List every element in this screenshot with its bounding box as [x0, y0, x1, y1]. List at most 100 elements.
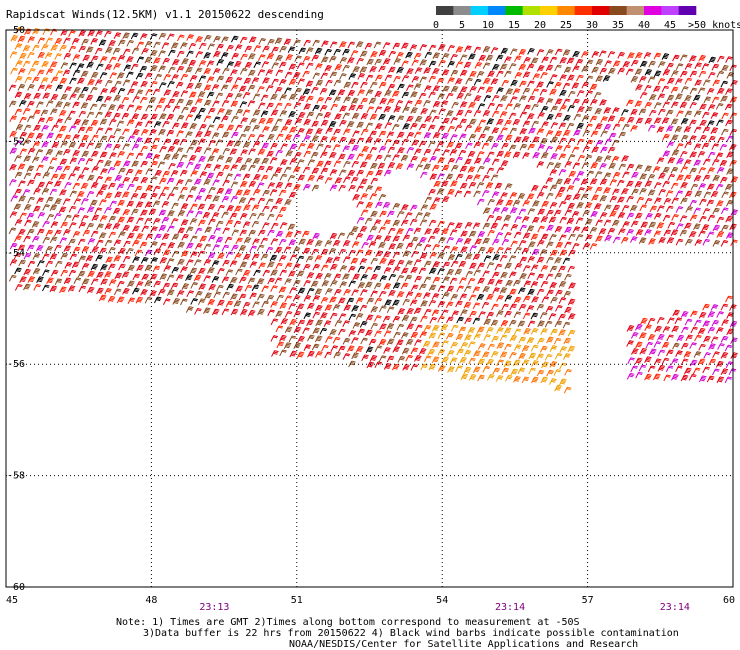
wind-barb: [161, 186, 170, 194]
wind-barb: [730, 337, 738, 345]
wind-barb: [392, 299, 400, 307]
wind-barb: [519, 272, 527, 280]
wind-barb: [518, 63, 527, 71]
wind-barb: [447, 254, 456, 261]
wind-barb: [387, 83, 396, 91]
wind-barb: [634, 68, 643, 76]
wind-barb: [324, 240, 333, 247]
wind-barb: [303, 312, 312, 320]
wind-barb: [558, 234, 567, 242]
wind-barb: [546, 209, 554, 217]
wind-barb: [126, 183, 135, 191]
wind-barb: [221, 36, 229, 44]
wind-barb: [666, 334, 674, 342]
wind-barb: [645, 341, 653, 349]
wind-barb: [429, 203, 437, 211]
wind-barb: [289, 143, 298, 151]
wind-barb: [392, 315, 401, 323]
wind-barb: [63, 102, 71, 109]
wind-barb: [423, 260, 432, 268]
wind-barb: [230, 84, 239, 92]
wind-barb: [712, 351, 720, 359]
wind-barb: [333, 96, 341, 104]
wind-barb: [562, 82, 571, 90]
wind-barb: [131, 143, 140, 151]
wind-barb: [683, 159, 692, 166]
wind-barb: [303, 150, 311, 158]
wind-barb: [477, 374, 485, 382]
wind-barb: [622, 221, 630, 228]
wind-barb: [249, 118, 257, 125]
wind-barb: [699, 119, 707, 127]
legend-swatch: [470, 6, 489, 15]
wind-barb: [468, 101, 476, 109]
wind-barb: [599, 99, 607, 106]
wind-barb: [203, 178, 211, 186]
wind-barb: [45, 116, 54, 124]
wind-barb: [180, 186, 188, 194]
wind-barb: [473, 333, 481, 341]
wind-barb: [347, 345, 355, 353]
wind-barb: [424, 196, 432, 204]
wind-barb: [670, 182, 679, 190]
wind-barb: [107, 135, 116, 142]
wind-barb: [203, 34, 212, 42]
wind-barb: [699, 375, 707, 383]
wind-barb: [482, 237, 490, 245]
wind-barb: [447, 188, 455, 196]
wind-barb: [397, 83, 405, 91]
wind-barb: [121, 96, 130, 104]
wind-barb: [486, 358, 494, 366]
wind-barb: [531, 216, 540, 224]
wind-barb: [270, 109, 279, 117]
wind-barb: [163, 74, 171, 81]
wind-barb: [487, 70, 495, 78]
wind-barb: [248, 229, 256, 237]
wind-barb: [684, 77, 693, 85]
wind-barb: [501, 142, 509, 150]
wind-barb: [328, 248, 337, 255]
wind-barb: [122, 177, 130, 184]
wind-barb: [629, 204, 638, 212]
wind-barb: [9, 147, 18, 155]
wind-barb: [69, 93, 77, 101]
wind-barb: [193, 259, 202, 266]
wind-barb: [63, 52, 72, 60]
wind-barb: [396, 228, 404, 235]
wind-barb: [446, 141, 455, 149]
wind-barb: [139, 33, 148, 40]
wind-barb: [423, 355, 432, 363]
wind-barb: [248, 69, 256, 77]
wind-barb: [135, 201, 144, 208]
note-line-3: NOAA/NESDIS/Center for Satellite Applica…: [289, 639, 639, 650]
wind-barb: [621, 236, 629, 244]
wind-barb: [665, 205, 674, 213]
wind-barb: [211, 276, 220, 283]
wind-barb: [496, 247, 504, 254]
wind-barb: [581, 81, 590, 89]
wind-barb: [719, 176, 728, 184]
wind-barb: [82, 54, 91, 62]
map-grid: [5, 29, 734, 588]
wind-barb: [603, 155, 612, 162]
wind-barb: [503, 327, 512, 335]
wind-barb: [446, 236, 454, 244]
wind-barb: [203, 99, 212, 107]
wind-barb: [23, 268, 31, 276]
wind-barb: [465, 174, 474, 182]
wind-barb: [582, 242, 591, 250]
wind-barb: [433, 180, 441, 188]
wind-barb: [638, 76, 647, 83]
wind-barb: [716, 167, 725, 174]
wind-barb: [10, 195, 18, 202]
wind-barb: [222, 147, 231, 155]
wind-barb: [116, 183, 125, 191]
wind-barb: [275, 213, 284, 221]
wind-barb: [575, 234, 584, 241]
wind-barb: [550, 153, 558, 160]
wind-barb: [410, 331, 419, 339]
wind-barb: [526, 63, 535, 71]
wind-barb: [648, 348, 657, 356]
legend-swatch: [522, 6, 541, 15]
wind-barb: [685, 238, 693, 246]
